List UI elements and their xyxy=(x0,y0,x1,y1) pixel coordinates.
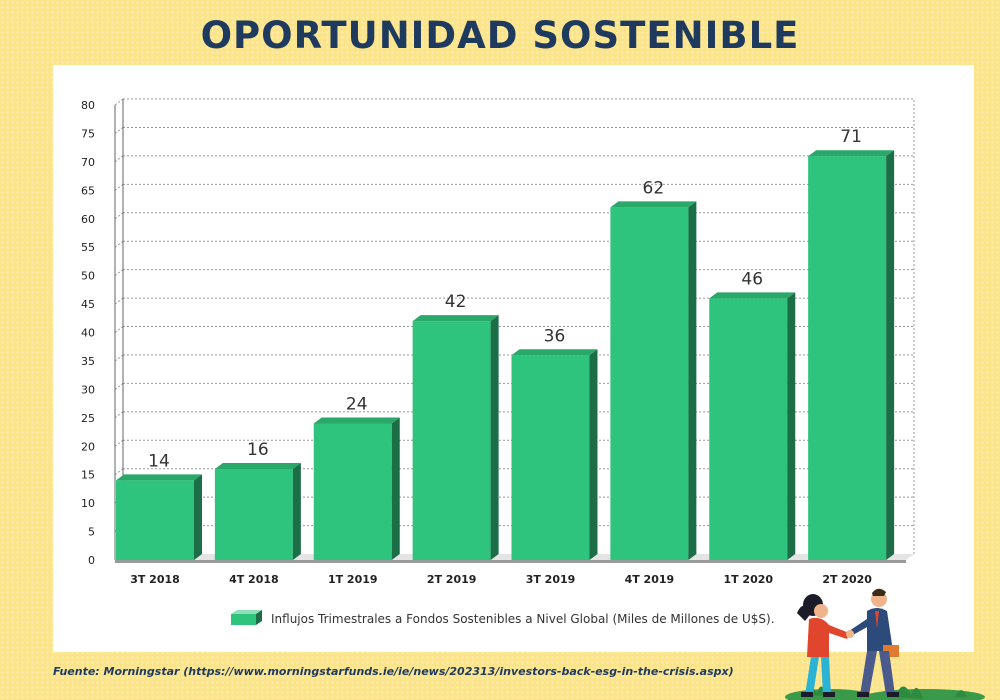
x-tick-label: 1T 2019 xyxy=(328,573,378,586)
chart-panel: 0 5 10 15 20 25 30 35 40 45 50 55 60 65 70 75 80 14 16 24 4… xyxy=(53,65,974,652)
grid-line-diagonal xyxy=(114,326,124,333)
bar-side xyxy=(886,150,895,560)
floor-edge xyxy=(115,560,906,563)
bar-side xyxy=(490,315,499,560)
y-tick-label: 55 xyxy=(81,241,95,254)
y-tick-label: 70 xyxy=(81,156,95,169)
bar-top xyxy=(313,417,400,424)
data-label: 16 xyxy=(247,440,269,460)
bar-top xyxy=(214,463,301,469)
y-tick-label: 10 xyxy=(81,497,95,510)
bar xyxy=(116,480,194,560)
bar-top xyxy=(412,315,499,322)
source-note: Fuente: Morningstar (https://www.morning… xyxy=(53,665,734,678)
legend: Influjos Trimestrales a Fondos Sostenibl… xyxy=(231,610,775,626)
legend-swatch xyxy=(231,614,256,625)
bar-chart: 0 5 10 15 20 25 30 35 40 45 50 55 60 65 70 75 80 14 16 24 4… xyxy=(81,98,915,626)
grid-line-diagonal xyxy=(114,468,124,476)
handshake-illustration xyxy=(785,588,985,700)
legend-swatch-top xyxy=(231,610,262,614)
data-label: 24 xyxy=(346,395,368,415)
legend-swatch-side xyxy=(256,610,262,625)
grid-line-diagonal xyxy=(114,98,124,106)
y-tick-label: 25 xyxy=(81,412,95,425)
x-tick-label: 3T 2018 xyxy=(130,573,180,586)
bar-top xyxy=(610,201,697,208)
grid-line-diagonal xyxy=(114,439,124,447)
grid-line-diagonal xyxy=(114,127,124,134)
y-tick-label: 15 xyxy=(81,469,95,482)
bar-side xyxy=(787,292,796,560)
grid-line-diagonal xyxy=(114,155,124,163)
x-tick-label: 4T 2019 xyxy=(625,573,675,586)
bar-top xyxy=(808,150,895,157)
data-label: 62 xyxy=(643,178,665,198)
data-label: 46 xyxy=(741,269,763,289)
data-label: 14 xyxy=(148,451,170,471)
bar-top xyxy=(511,349,598,356)
bars: 14 16 24 42 36 62 46 71 xyxy=(116,127,895,560)
bar-side xyxy=(391,417,400,560)
y-tick-label: 75 xyxy=(81,127,95,140)
grid-line-diagonal xyxy=(114,212,124,220)
bar-top xyxy=(709,292,796,299)
x-tick-label: 4T 2018 xyxy=(229,573,279,586)
x-tick-labels: 3T 2018 4T 2018 1T 2019 2T 2019 3T 2019 4T 20… xyxy=(130,573,872,586)
bar-side xyxy=(194,474,202,560)
grid-line-diagonal xyxy=(114,240,124,248)
y-tick-label: 45 xyxy=(81,298,95,311)
bar xyxy=(808,156,887,560)
y-tick-label: 35 xyxy=(81,355,95,368)
bar xyxy=(313,423,392,560)
grid-line-diagonal xyxy=(114,269,124,277)
x-tick-label: 2T 2020 xyxy=(822,573,872,586)
grid-line-diagonal xyxy=(114,297,124,305)
y-tick-label: 0 xyxy=(88,554,95,567)
x-tick-label: 1T 2020 xyxy=(723,573,773,586)
bar xyxy=(511,355,590,560)
bar-side xyxy=(688,201,697,560)
y-tick-label: 40 xyxy=(81,327,95,340)
y-tick-label: 30 xyxy=(81,383,95,396)
grid-line-diagonal xyxy=(114,411,124,419)
grid-lines xyxy=(114,98,914,532)
legend-label: Influjos Trimestrales a Fondos Sostenibl… xyxy=(271,612,775,626)
bar-side xyxy=(589,349,598,560)
bar-side xyxy=(292,463,301,560)
x-tick-label: 2T 2019 xyxy=(427,573,477,586)
chart-title: OPORTUNIDAD SOSTENIBLE xyxy=(200,14,800,57)
bar xyxy=(709,298,788,560)
data-label: 42 xyxy=(445,292,467,312)
y-tick-label: 60 xyxy=(81,213,95,226)
data-label: 71 xyxy=(840,127,862,147)
bar xyxy=(412,321,491,560)
grid-line-diagonal xyxy=(114,382,124,390)
y-tick-labels: 0 5 10 15 20 25 30 35 40 45 50 55 60 65 70 75 80 xyxy=(81,99,95,567)
y-tick-label: 50 xyxy=(81,270,95,283)
y-tick-label: 80 xyxy=(81,99,95,112)
y-tick-label: 20 xyxy=(81,440,95,453)
bar xyxy=(610,207,689,560)
y-tick-label: 5 xyxy=(88,526,95,539)
x-tick-label: 3T 2019 xyxy=(526,573,576,586)
bar-top xyxy=(116,474,202,481)
bar xyxy=(214,469,293,560)
grid-line-diagonal xyxy=(114,354,124,362)
data-label: 36 xyxy=(544,326,566,346)
grid-line-diagonal xyxy=(114,183,124,191)
y-tick-label: 65 xyxy=(81,184,95,197)
